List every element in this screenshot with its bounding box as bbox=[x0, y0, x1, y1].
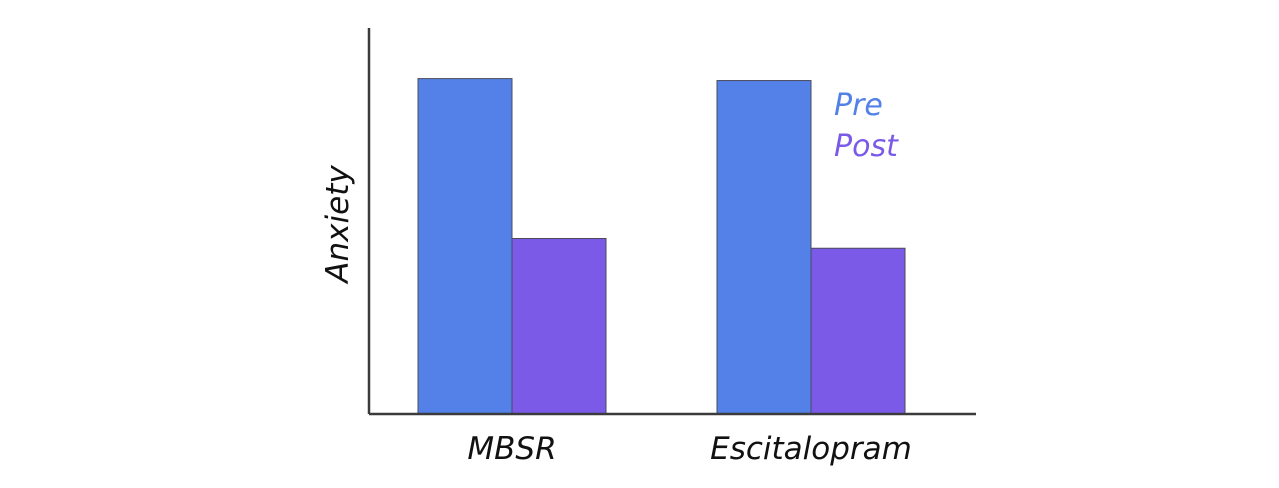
bar-pre-mbsr bbox=[417, 78, 513, 415]
bar-post-mbsr bbox=[511, 238, 607, 415]
bar-post-escitalopram bbox=[810, 247, 906, 415]
x-tick-label-escitalopram: Escitalopram bbox=[710, 431, 912, 467]
x-tick-labels: MBSR Escitalopram bbox=[467, 431, 911, 467]
x-tick-label-mbsr: MBSR bbox=[467, 431, 556, 467]
bar-pre-escitalopram bbox=[716, 80, 812, 415]
y-axis-label: Anxiety bbox=[320, 165, 356, 285]
bars-layer bbox=[417, 78, 906, 415]
legend: Pre Post bbox=[834, 88, 899, 164]
legend-entry-post: Post bbox=[834, 129, 899, 164]
legend-entry-pre: Pre bbox=[834, 88, 883, 123]
